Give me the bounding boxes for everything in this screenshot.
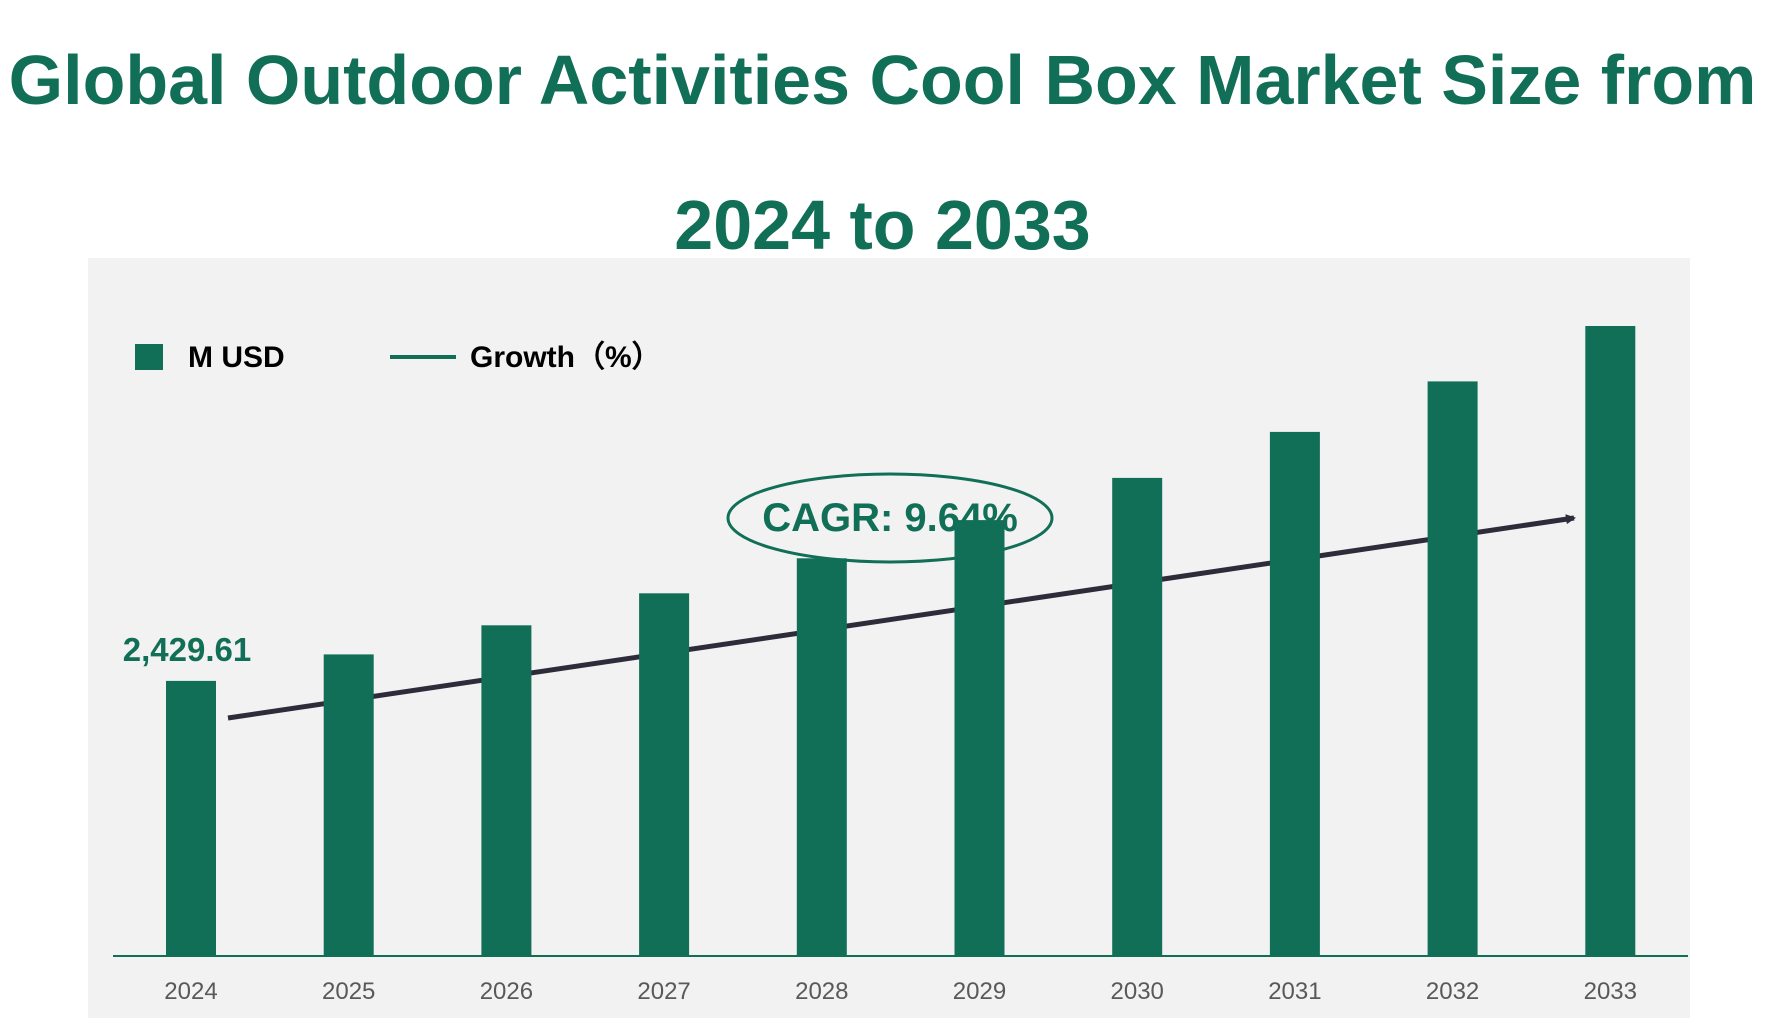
bar-2027 — [639, 593, 690, 956]
bar-2033 — [1585, 326, 1636, 956]
bar-2025 — [323, 654, 374, 956]
legend-bar-label: M USD — [188, 341, 285, 374]
x-axis-tick-labels: 2024 2025 2026 2027 2028 2029 2030 2031 2032 2033 — [164, 978, 1637, 1005]
bar-2032 — [1427, 381, 1478, 956]
legend-line-label: Growth（%） — [470, 340, 662, 374]
legend: M USD Growth（%） — [135, 340, 662, 374]
x-tick-label-2028: 2028 — [795, 978, 848, 1005]
x-tick-label-2030: 2030 — [1111, 978, 1164, 1005]
x-tick-label-2024: 2024 — [164, 978, 217, 1005]
cagr-ellipse — [726, 472, 1054, 564]
growth-arrow — [227, 514, 1576, 721]
bar-2024 — [166, 680, 216, 956]
bar-2031 — [1269, 431, 1320, 956]
data-label-2024: 2,429.61 — [123, 631, 251, 668]
data-labels: 2,429.61 — [123, 631, 251, 668]
bar-2026 — [481, 625, 532, 956]
chart-title-line-2: 2024 to 2033 — [674, 186, 1091, 264]
bar-2029 — [954, 520, 1005, 956]
x-tick-label-2026: 2026 — [480, 978, 533, 1005]
x-tick-label-2031: 2031 — [1268, 978, 1321, 1005]
x-tick-label-2033: 2033 — [1584, 978, 1637, 1005]
bars — [166, 326, 1636, 956]
chart-title-line-1: Global Outdoor Activities Cool Box Marke… — [8, 41, 1757, 119]
x-tick-label-2029: 2029 — [953, 978, 1006, 1005]
x-tick-label-2027: 2027 — [637, 978, 690, 1005]
legend-bar-swatch — [135, 344, 163, 370]
cagr-annotation: CAGR: 9.64% — [726, 472, 1054, 564]
x-tick-label-2025: 2025 — [322, 978, 375, 1005]
x-tick-label-2032: 2032 — [1426, 978, 1479, 1005]
bar-2028 — [796, 558, 847, 956]
bar-2030 — [1112, 477, 1163, 956]
